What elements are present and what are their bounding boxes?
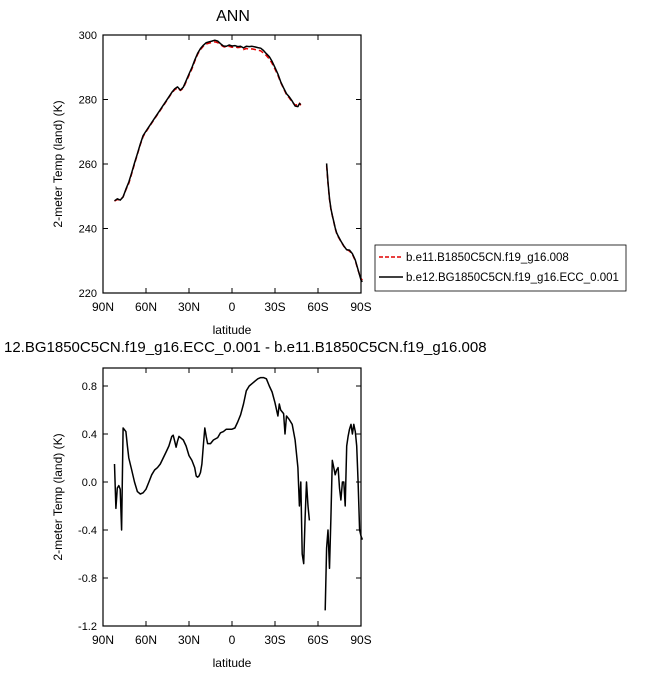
top-x-tick-label: 0	[229, 300, 236, 314]
bottom-x-axis-label: latitude	[213, 656, 252, 670]
top-panel: ANN 90N 60N 30N 0 30S 60S 90S 220 240 260 280 300 l…	[51, 8, 627, 337]
bottom-x-tick-label: 30S	[264, 633, 285, 647]
top-series-line-1	[325, 163, 363, 283]
top-y-tick-label: 240	[79, 224, 97, 236]
bottom-y-tick-label: -1.2	[78, 621, 97, 633]
bottom-x-tick-label: 60N	[135, 633, 157, 647]
bottom-y-tick-label: -0.8	[78, 573, 97, 585]
top-y-tick-label: 300	[79, 30, 97, 42]
legend-entry-experiment: b.e12.BG1850C5CN.f19_g16.ECC_0.001	[406, 272, 619, 284]
top-x-tick-label: 90S	[350, 300, 371, 314]
bottom-panel-title: 12.BG1850C5CN.f19_g16.ECC_0.001 - b.e11.…	[4, 339, 487, 356]
bottom-panel: 12.BG1850C5CN.f19_g16.ECC_0.001 - b.e11.…	[4, 339, 487, 670]
top-x-axis-label: latitude	[213, 323, 252, 337]
bottom-x-tick-label: 60S	[307, 633, 328, 647]
top-plot-frame	[102, 34, 362, 294]
bottom-y-tick-label: 0.8	[82, 381, 97, 393]
top-y-tick-label: 280	[79, 95, 97, 107]
top-plot-lines	[114, 39, 363, 283]
top-y-axis-label: 2-meter Temp (land) (K)	[51, 100, 65, 227]
top-x-tick-label: 60N	[135, 300, 157, 314]
top-y-tick-label: 260	[79, 159, 97, 171]
bottom-series-line-0	[113, 376, 311, 565]
bottom-plot-frame	[102, 367, 362, 627]
top-x-tick-label: 90N	[92, 300, 114, 314]
top-series-line-0	[114, 41, 302, 202]
top-x-tick-label: 30N	[178, 300, 200, 314]
top-x-tick-label: 30S	[264, 300, 285, 314]
bottom-x-tick-label: 90S	[350, 633, 371, 647]
bottom-series-line-0	[324, 423, 364, 611]
bottom-y-tick-label: -0.4	[78, 525, 97, 537]
bottom-x-tick-label: 90N	[92, 633, 114, 647]
legend: b.e11.B1850C5CN.f19_g16.008 b.e12.BG1850…	[374, 244, 627, 292]
top-ticks: 90N 60N 30N 0 30S 60S 90S 220 240 260 280 300	[79, 30, 372, 314]
bottom-x-tick-label: 30N	[178, 633, 200, 647]
top-series-line-0	[325, 165, 363, 281]
bottom-y-tick-label: 0.4	[82, 429, 97, 441]
top-x-tick-label: 60S	[307, 300, 328, 314]
top-panel-title: ANN	[216, 8, 250, 25]
bottom-ticks: 90N 60N 30N 0 30S 60S 90S -1.2 -0.8 -0.4 0.0 0.4 0.8	[78, 368, 372, 647]
top-y-tick-label: 220	[79, 288, 97, 300]
bottom-y-axis-label: 2-meter Temp (land) (K)	[51, 433, 65, 560]
bottom-y-tick-label: 0.0	[82, 477, 97, 489]
top-series-line-1	[114, 39, 302, 202]
legend-entry-control: b.e11.B1850C5CN.f19_g16.008	[406, 252, 569, 264]
bottom-x-tick-label: 0	[229, 633, 236, 647]
legend-box	[374, 244, 627, 292]
bottom-plot-lines	[113, 376, 364, 611]
